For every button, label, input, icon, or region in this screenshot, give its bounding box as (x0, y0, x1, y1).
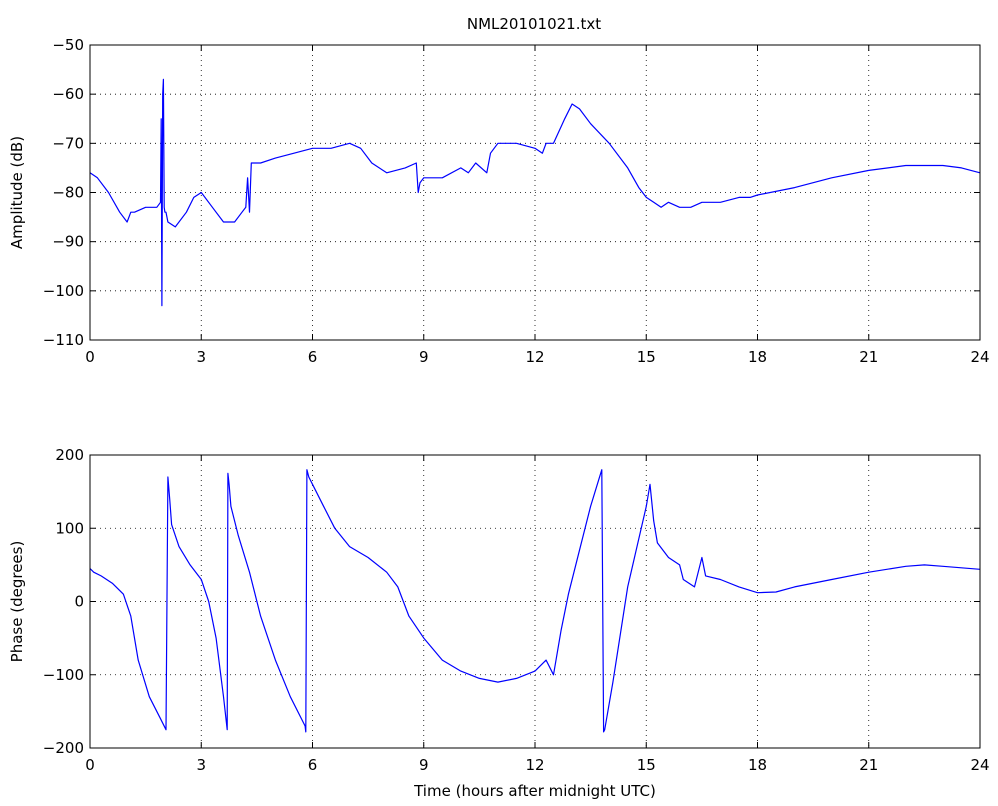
x-tick-label: 0 (85, 756, 95, 774)
x-tick-label: 0 (85, 348, 95, 366)
time-x-axis-label: Time (hours after midnight UTC) (413, 782, 656, 800)
y-tick-label: −100 (43, 666, 84, 684)
x-tick-label: 6 (308, 348, 318, 366)
y-tick-label: −80 (52, 184, 84, 202)
x-tick-label: 9 (419, 348, 429, 366)
y-tick-label: −110 (43, 331, 84, 349)
x-tick-label: 9 (419, 756, 429, 774)
phase-series-line (89, 469, 981, 733)
y-tick-label: 100 (55, 519, 84, 537)
phase-y-axis-label: Phase (degrees) (8, 541, 26, 663)
amplitude-panel: 0 3 6 9 12 15 18 21 24 −110 −100 −90 −80 −70 −60 −50 Am… (8, 36, 990, 366)
x-tick-label: 3 (196, 348, 206, 366)
amplitude-ticks: 0 3 6 9 12 15 18 21 24 −110 −100 −90 −80 −70 −60 −50 (43, 36, 990, 366)
y-tick-label: −60 (52, 85, 84, 103)
x-tick-label: 24 (970, 756, 989, 774)
y-tick-label: 200 (55, 446, 84, 464)
amplitude-y-axis-label: Amplitude (dB) (8, 136, 26, 249)
phase-panel: 0 3 6 9 12 15 18 21 24 −200 −100 0 100 200 Phase (deg… (8, 446, 990, 800)
x-tick-label: 24 (970, 348, 989, 366)
chart-title: NML20101021.txt (467, 15, 601, 33)
x-tick-label: 12 (525, 348, 544, 366)
y-tick-label: −200 (43, 739, 84, 757)
x-tick-label: 21 (859, 348, 878, 366)
y-tick-label: 0 (74, 593, 84, 611)
y-tick-label: −50 (52, 36, 84, 54)
x-tick-label: 18 (748, 348, 767, 366)
y-tick-label: −100 (43, 282, 84, 300)
x-tick-label: 15 (637, 756, 656, 774)
phase-ticks: 0 3 6 9 12 15 18 21 24 −200 −100 0 100 200 (43, 446, 990, 774)
x-tick-label: 6 (308, 756, 318, 774)
x-tick-label: 15 (637, 348, 656, 366)
y-tick-label: −90 (52, 233, 84, 251)
y-tick-label: −70 (52, 134, 84, 152)
phase-grid (90, 455, 980, 748)
amplitude-series-line (89, 78, 981, 307)
amplitude-grid (90, 45, 980, 340)
x-tick-label: 21 (859, 756, 878, 774)
x-tick-label: 3 (196, 756, 206, 774)
x-tick-label: 18 (748, 756, 767, 774)
x-tick-label: 12 (525, 756, 544, 774)
